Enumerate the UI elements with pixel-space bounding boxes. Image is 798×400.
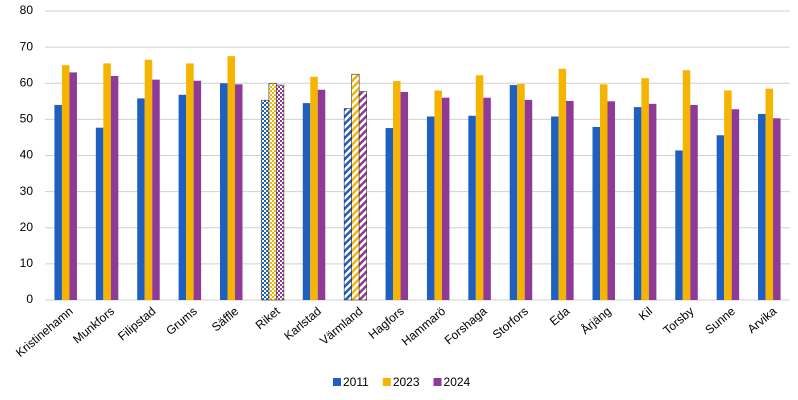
- y-tick-label: 10: [20, 256, 34, 270]
- x-tick-label: Säffle: [209, 304, 242, 335]
- bar: [95, 127, 104, 300]
- y-tick-label: 80: [20, 3, 34, 17]
- x-tick-label: Värmland: [317, 304, 365, 348]
- bar: [178, 94, 187, 300]
- x-tick-label: Kristinehamn: [13, 304, 76, 360]
- bar: [276, 84, 285, 301]
- bar: [758, 113, 766, 300]
- x-tick-label: Kil: [636, 304, 655, 323]
- bar: [61, 65, 70, 300]
- bar: [641, 78, 649, 300]
- y-tick-label: 40: [20, 148, 34, 162]
- bar: [690, 104, 698, 300]
- bar: [351, 73, 360, 301]
- bar: [468, 115, 476, 300]
- legend-swatch: [382, 378, 391, 386]
- bar: [524, 99, 533, 301]
- x-tick-label: Hammarö: [399, 304, 449, 349]
- legend-swatch: [333, 378, 341, 386]
- x-tick-label: Forshaga: [442, 304, 490, 348]
- bar: [69, 72, 77, 300]
- bar: [137, 98, 145, 300]
- bar: [600, 84, 608, 301]
- x-tick-label: Torsby: [660, 304, 696, 337]
- bar: [144, 59, 153, 300]
- bar: [558, 68, 567, 300]
- bar: [633, 107, 642, 300]
- bar: [310, 76, 318, 300]
- bar: [261, 99, 270, 301]
- bar: [592, 126, 600, 301]
- x-tick-label: Arvika: [745, 304, 780, 336]
- bar: [227, 56, 235, 300]
- y-tick-label: 50: [20, 112, 34, 126]
- bar: [434, 90, 442, 300]
- bar: [385, 128, 394, 300]
- bar: [343, 108, 352, 301]
- bar: [483, 97, 491, 300]
- bar: [426, 116, 435, 300]
- bar: [393, 81, 401, 301]
- x-tick-label: Sunne: [702, 304, 738, 337]
- bar: [682, 70, 691, 301]
- bar: [193, 80, 202, 300]
- x-tick-label: Riket: [253, 304, 283, 333]
- bar: [475, 75, 484, 301]
- bar: [400, 91, 409, 300]
- bar: [152, 79, 160, 300]
- bar: [103, 63, 111, 300]
- bar: [441, 97, 450, 300]
- bar: [551, 116, 559, 300]
- bar: [724, 90, 732, 300]
- bar: [110, 76, 119, 301]
- bar: [675, 150, 683, 300]
- legend-label: 2011: [343, 375, 369, 389]
- bar: [220, 83, 228, 300]
- x-tick-label: Eda: [547, 304, 573, 329]
- bar: [773, 118, 781, 300]
- bar: [517, 83, 525, 300]
- bar: [731, 109, 740, 300]
- bar: [235, 84, 243, 301]
- legend-label: 2024: [444, 375, 471, 389]
- y-tick-label: 0: [26, 292, 33, 306]
- x-tick-label: Storfors: [490, 304, 531, 342]
- y-tick-label: 70: [20, 39, 34, 53]
- x-tick-label: Årjäng: [578, 303, 614, 337]
- bar: [186, 63, 194, 300]
- bar: [716, 135, 725, 300]
- y-tick-label: 20: [20, 220, 34, 234]
- y-tick-label: 60: [20, 75, 34, 89]
- bar: [358, 91, 367, 301]
- bar: [607, 101, 615, 300]
- bar: [765, 88, 774, 300]
- x-tick-label: Munkfors: [70, 304, 117, 346]
- bar: [54, 104, 62, 300]
- legend-swatch: [433, 378, 442, 386]
- legend-label: 2023: [393, 375, 420, 389]
- y-tick-label: 30: [20, 184, 34, 198]
- bar: [268, 82, 277, 301]
- bar: [317, 89, 326, 300]
- bar: [566, 100, 574, 300]
- x-tick-label: Filipstad: [115, 304, 158, 343]
- x-tick-label: Grums: [163, 304, 200, 338]
- bar: [302, 103, 311, 301]
- bar: [509, 85, 518, 301]
- bar: [648, 103, 657, 300]
